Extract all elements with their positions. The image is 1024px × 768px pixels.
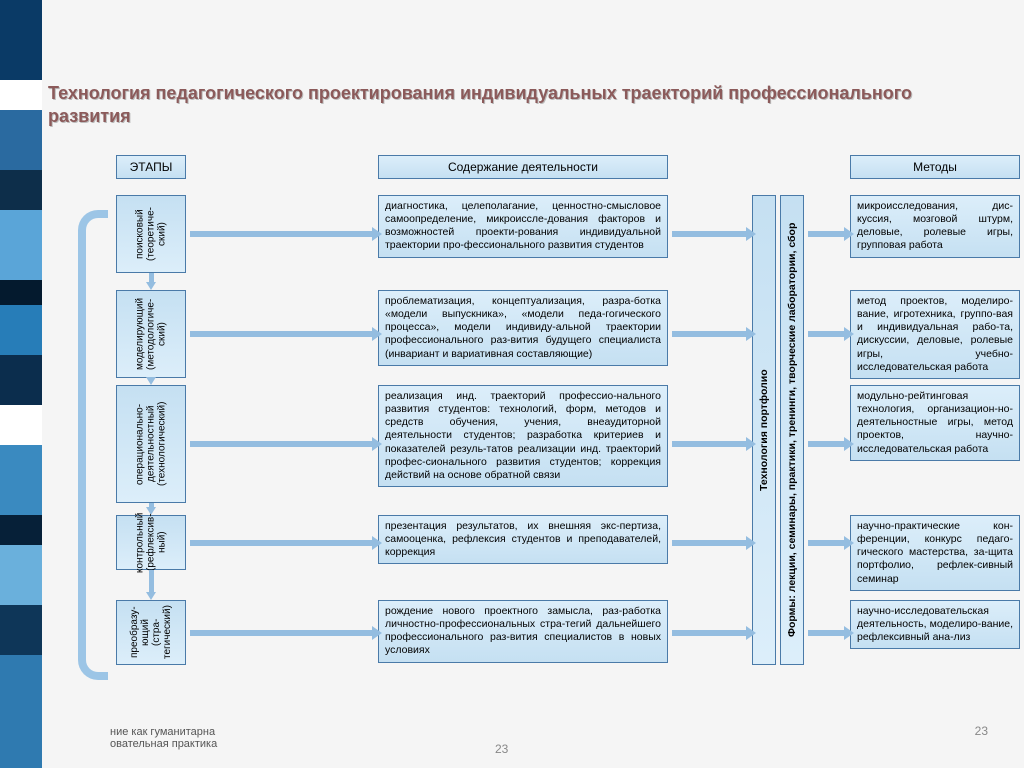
arrow-right [808,327,854,341]
vert-forms: Формы: лекции, семинары, практики, трени… [780,195,804,665]
content-box: рождение нового проектного замысла, раз-… [378,600,668,663]
decorative-sidebar [0,0,42,768]
stage-down-arrow [146,378,156,385]
stage-box: поисковый (теоретиче-ский) [116,195,186,273]
arrow-right [808,626,854,640]
stage-box: преобразу-ющий (стра-тегический) [116,600,186,665]
vert-portfolio: Технология портфолио [752,195,776,665]
arrow-right [808,536,854,550]
arrow-right [190,626,382,640]
content-box: реализация инд. траекторий профессио-нал… [378,385,668,487]
content-box: презентация результатов, их внешняя экс-… [378,515,668,564]
stage-down-arrow [146,570,156,600]
content-box: диагностика, целеполагание, ценностно-см… [378,195,668,258]
arrow-right [190,437,382,451]
diagram-canvas: ЭТАПЫ Содержание деятельности Методы Тех… [60,155,1000,735]
stage-box: моделирующий (методологиче-ский) [116,290,186,378]
arrow-right [190,536,382,550]
method-box: научно-исследовательская деятельность, м… [850,600,1020,649]
method-box: модульно-рейтинговая технология, организ… [850,385,1020,461]
method-box: микроисследования, дис-куссия, мозговой … [850,195,1020,258]
header-content: Содержание деятельности [378,155,668,179]
method-box: метод проектов, моделиро-вание, игротехн… [850,290,1020,379]
arrow-right [672,536,756,550]
content-box: проблематизация, концептуализация, разра… [378,290,668,366]
stage-down-arrow [146,273,156,290]
header-methods: Методы [850,155,1020,179]
slide-title: Технология педагогического проектировани… [48,82,998,127]
arrow-right [190,327,382,341]
arrow-right [672,227,756,241]
header-stages: ЭТАПЫ [116,155,186,179]
arrow-right [672,626,756,640]
arrow-right [808,437,854,451]
arrow-right [190,227,382,241]
footer-caption: ние как гуманитарнаовательная практика [110,726,217,750]
page-number-1: 23 [975,724,988,738]
stage-box: контрольный (рефлексив-ный) [116,515,186,570]
stage-box: операционально-деятельностный (технологи… [116,385,186,503]
method-box: научно-практические кон-ференции, конкур… [850,515,1020,591]
return-curve [78,210,108,680]
page-number-2: 23 [495,742,508,756]
arrow-right [672,437,756,451]
arrow-right [808,227,854,241]
arrow-right [672,327,756,341]
